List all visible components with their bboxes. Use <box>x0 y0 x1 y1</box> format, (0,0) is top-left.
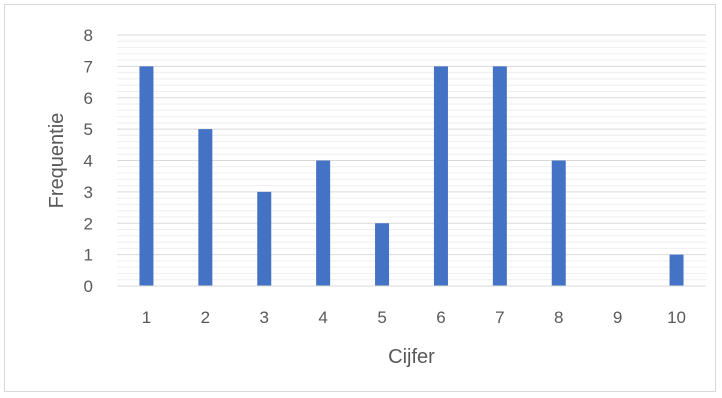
bar-10 <box>669 254 684 286</box>
bar-5 <box>375 223 390 286</box>
x-tick-label: 1 <box>142 308 151 327</box>
x-tick-label: 4 <box>318 308 327 327</box>
x-tick-label: 3 <box>260 308 269 327</box>
bar-chart: 0 1 2 3 4 5 6 7 8 1 2 3 4 5 6 7 8 9 10 Cijfer Frequentie <box>46 26 706 368</box>
y-tick-label: 1 <box>84 246 93 265</box>
x-tick-label: 2 <box>201 308 210 327</box>
x-tick-label: 9 <box>613 308 622 327</box>
y-tick-label: 3 <box>84 183 93 202</box>
y-axis-ticks: 0 1 2 3 4 5 6 7 8 <box>84 26 93 296</box>
x-tick-label: 7 <box>495 308 504 327</box>
x-tick-label: 5 <box>377 308 386 327</box>
x-axis-title: Cijfer <box>388 346 435 368</box>
y-tick-label: 5 <box>84 120 93 139</box>
y-tick-label: 2 <box>84 214 93 233</box>
y-tick-label: 8 <box>84 26 93 45</box>
x-tick-label: 8 <box>554 308 563 327</box>
y-tick-label: 0 <box>84 277 93 296</box>
bar-3 <box>257 191 272 286</box>
bar-8 <box>551 160 566 286</box>
y-axis-title: Frequentie <box>46 113 68 209</box>
x-axis-ticks: 1 2 3 4 5 6 7 8 9 10 <box>142 308 686 327</box>
bar-6 <box>433 66 448 286</box>
y-tick-label: 6 <box>84 89 93 108</box>
gridlines <box>117 34 706 281</box>
bars <box>139 66 684 286</box>
x-tick-label: 6 <box>436 308 445 327</box>
y-tick-label: 4 <box>84 152 93 171</box>
x-tick-label: 10 <box>667 308 686 327</box>
bar-2 <box>198 129 213 286</box>
y-tick-label: 7 <box>84 57 93 76</box>
bar-1 <box>139 66 154 286</box>
bar-4 <box>316 160 331 286</box>
chart-area: 0 1 2 3 4 5 6 7 8 1 2 3 4 5 6 7 8 9 10 Cijfer Frequentie <box>4 4 716 392</box>
bar-7 <box>492 66 507 286</box>
